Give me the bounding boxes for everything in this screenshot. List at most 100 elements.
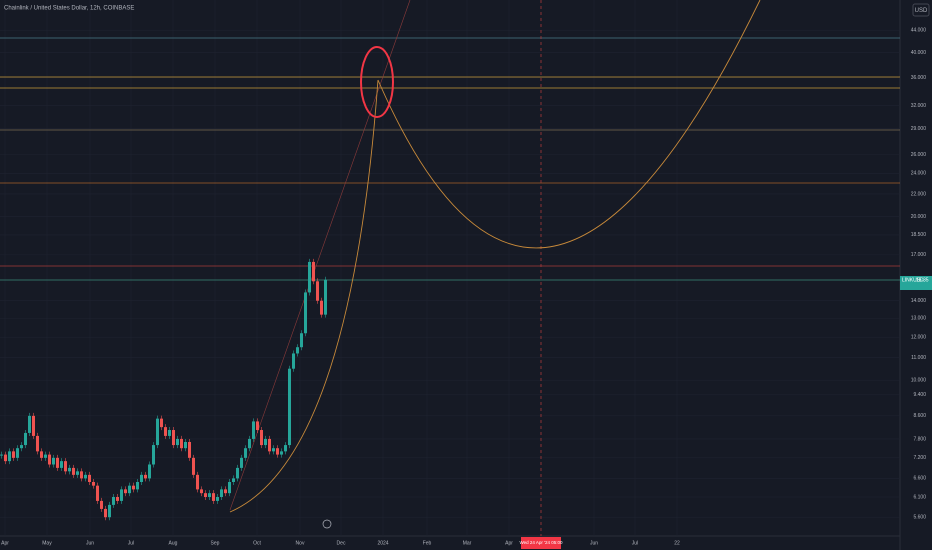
candle — [272, 448, 275, 452]
candle — [36, 435, 39, 452]
x-tick-label: Nov — [296, 540, 305, 546]
candle — [68, 467, 71, 472]
candle — [8, 451, 11, 462]
candle — [108, 504, 111, 518]
candle — [188, 441, 191, 458]
x-tick-label: Sep — [211, 540, 220, 546]
candles — [0, 258, 327, 521]
candle — [76, 471, 79, 475]
candle — [184, 441, 187, 449]
marker[interactable] — [322, 519, 332, 529]
candle — [292, 353, 295, 369]
cursor-time-tag — [521, 537, 561, 549]
candle — [148, 464, 151, 479]
candle — [96, 485, 99, 501]
candle — [124, 489, 127, 494]
candle — [32, 415, 35, 436]
candle — [248, 438, 251, 449]
y-tick-label: 18.500 — [911, 232, 927, 238]
candle — [64, 461, 67, 472]
candle — [268, 438, 271, 452]
candle — [28, 415, 31, 433]
candle — [232, 478, 235, 483]
candle — [260, 430, 263, 446]
highlight-circle — [360, 46, 394, 118]
candle — [24, 432, 27, 446]
x-tick-label: Mar — [463, 540, 472, 546]
candle — [244, 448, 247, 458]
candle — [80, 471, 83, 479]
candle — [88, 474, 91, 483]
y-tick-label: 6.600 — [913, 476, 926, 482]
candle — [56, 457, 59, 468]
candle — [116, 497, 119, 501]
y-tick-label: 14.000 — [911, 298, 927, 304]
y-tick-label: 26.000 — [911, 152, 927, 158]
candle — [200, 489, 203, 494]
candle — [72, 467, 75, 475]
candle — [284, 445, 287, 452]
candle — [224, 489, 227, 494]
candle — [140, 474, 143, 483]
candle — [212, 493, 215, 501]
x-tick-label: Feb — [423, 540, 432, 546]
x-tick-label: Apr — [505, 540, 513, 546]
candle — [176, 438, 179, 446]
candle — [264, 438, 267, 446]
x-tick-label: Jun — [590, 540, 598, 546]
candle — [0, 454, 3, 456]
y-tick-label: 13.000 — [911, 316, 927, 322]
x-tick-label: Aug — [169, 540, 178, 546]
y-tick-label: 9.400 — [913, 392, 926, 398]
candle — [12, 451, 15, 458]
drawings — [0, 0, 900, 536]
y-tick-label: 8.600 — [913, 413, 926, 419]
y-tick-label: 5.600 — [913, 515, 926, 521]
candle — [156, 418, 159, 446]
symbol: LINKUSD — [902, 277, 924, 283]
y-tick-label: 6.100 — [913, 494, 926, 500]
x-tick-label: Dec — [337, 540, 346, 546]
candle — [168, 430, 171, 436]
candle — [84, 474, 87, 479]
y-tick-label: 11.000 — [911, 355, 926, 361]
candle — [128, 485, 131, 494]
candle — [16, 448, 19, 458]
candle — [196, 474, 199, 490]
y-tick-label: 12.000 — [911, 334, 927, 340]
candle — [104, 508, 107, 518]
y-tick-label: 44.000 — [911, 28, 927, 34]
candle — [92, 482, 95, 486]
price: 15.35 — [916, 277, 929, 283]
price-tag — [900, 276, 932, 290]
x-tick-label: 2024 — [377, 540, 388, 546]
candle — [288, 368, 291, 446]
candle — [236, 467, 239, 479]
candle — [324, 279, 327, 315]
candle — [100, 500, 103, 509]
candle — [136, 482, 139, 490]
candle — [180, 438, 183, 449]
candle — [112, 497, 115, 505]
currency: USD — [915, 8, 928, 14]
candle — [4, 454, 7, 462]
y-tick-label: 7.200 — [913, 455, 926, 461]
candle — [152, 445, 155, 465]
y-tick-label: 17.000 — [911, 252, 927, 258]
candle — [52, 457, 55, 465]
candle — [172, 430, 175, 446]
y-tick-label: 22.000 — [911, 191, 927, 197]
candle — [132, 485, 135, 490]
candle — [40, 451, 43, 458]
curve — [377, 0, 761, 249]
candle — [216, 497, 219, 501]
currency-button[interactable] — [912, 3, 930, 17]
candle — [60, 461, 63, 468]
candle — [308, 261, 311, 293]
y-tick-label: 20.000 — [911, 214, 927, 220]
candle — [240, 457, 243, 468]
x-tick-label: Oct — [253, 540, 261, 546]
candle — [320, 300, 323, 315]
candle — [312, 261, 315, 282]
